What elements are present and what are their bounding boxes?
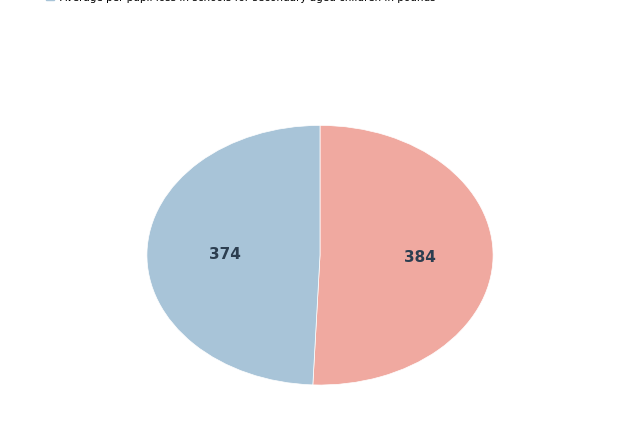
Wedge shape — [313, 126, 493, 385]
Text: 384: 384 — [404, 250, 436, 265]
Wedge shape — [147, 126, 320, 385]
Text: 374: 374 — [209, 247, 241, 262]
Legend: Average per pupil loss in schools for primary aged children in pounds, Average p: Average per pupil loss in schools for pr… — [44, 0, 437, 5]
